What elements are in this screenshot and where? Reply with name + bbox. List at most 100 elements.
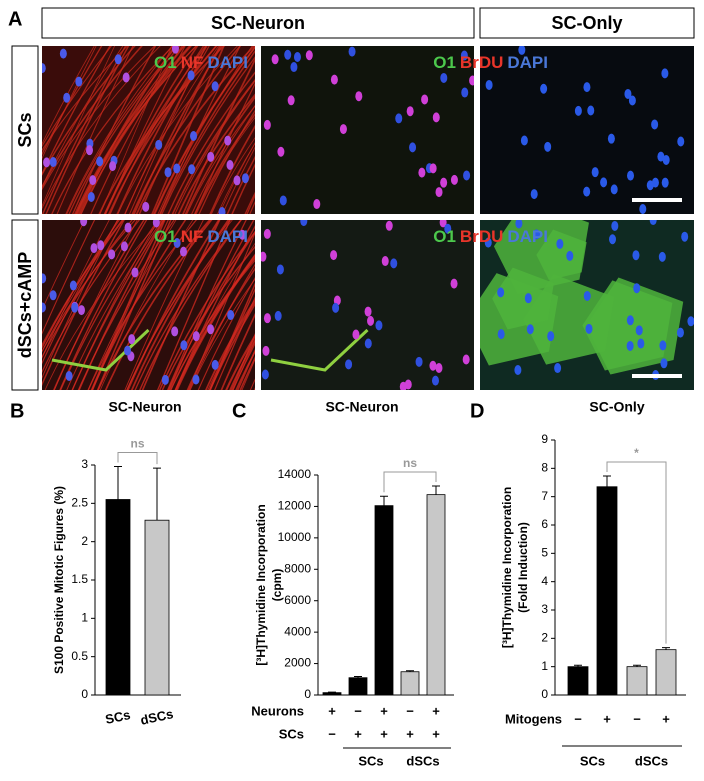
nucleus [514, 365, 521, 375]
row-label: dSCs+cAMP [15, 252, 35, 359]
nucleus [375, 320, 382, 330]
nucleus [277, 147, 284, 157]
nucleus [451, 175, 458, 185]
stain-name: O1 [154, 227, 177, 246]
nucleus [331, 75, 338, 85]
nucleus [277, 264, 284, 274]
stain-name: NF [181, 53, 204, 72]
nucleus [498, 329, 505, 339]
nucleus [633, 283, 640, 293]
nucleus [264, 229, 271, 239]
nucleus [355, 91, 362, 101]
nucleus [43, 157, 50, 167]
condition-sign: + [380, 703, 388, 718]
nucleus [172, 44, 179, 54]
nucleus [173, 163, 180, 173]
nucleus [212, 360, 219, 370]
x-tick-label: dSCs [139, 706, 175, 728]
y-tick-label: 1.5 [71, 572, 88, 586]
nucleus [540, 84, 547, 94]
nucleus [306, 50, 313, 60]
condition-sign: − [354, 703, 362, 718]
bar [106, 500, 130, 696]
condition-sign: + [432, 703, 440, 718]
nucleus [259, 252, 266, 262]
nucleus [275, 311, 282, 321]
nucleus [531, 189, 538, 199]
nucleus [171, 326, 178, 336]
nucleus [584, 291, 591, 301]
nucleus [227, 160, 234, 170]
y-tick-label: 6 [541, 517, 548, 531]
nucleus [115, 54, 122, 64]
nucleus [365, 307, 372, 317]
nucleus [264, 313, 271, 323]
nucleus [212, 81, 219, 91]
nucleus [592, 167, 599, 177]
stain-name: BrDU [460, 53, 503, 72]
nucleus [407, 106, 414, 116]
y-tick-label: 2.5 [71, 496, 88, 510]
nucleus [687, 316, 694, 326]
y-tick-label: 6000 [284, 593, 311, 607]
y-tick-label: 10000 [278, 530, 312, 544]
nucleus [70, 281, 77, 291]
nucleus [60, 49, 67, 59]
nucleus [418, 168, 425, 178]
y-tick-label: 3 [81, 457, 88, 471]
y-tick-label: 2 [541, 631, 548, 645]
panel-letter: C [232, 400, 246, 422]
nucleus [294, 52, 301, 62]
nucleus [80, 216, 87, 226]
error-bar [432, 486, 440, 495]
micrographs [2, 36, 694, 400]
nucleus [284, 50, 291, 60]
nucleus [242, 173, 249, 183]
nucleus [440, 178, 447, 188]
nucleus [430, 163, 437, 173]
nucleus [50, 157, 57, 167]
nucleus [124, 346, 131, 356]
condition-name: Neurons [251, 703, 304, 718]
y-axis-label: S100 Positive Mitotic Figures (%) [52, 486, 66, 674]
nucleus [192, 375, 199, 385]
nucleus [193, 331, 200, 341]
nucleus [97, 240, 104, 250]
nucleus [123, 73, 130, 83]
nucleus [272, 54, 279, 64]
nucleus [566, 251, 573, 261]
condition-sign: − [406, 703, 414, 718]
stain-name: DAPI [507, 227, 548, 246]
nucleus [227, 310, 234, 320]
nucleus [433, 112, 440, 122]
stain-name: O1 [433, 53, 456, 72]
nucleus [264, 120, 271, 130]
nucleus [365, 339, 372, 349]
nucleus [75, 77, 82, 87]
nucleus [313, 199, 320, 209]
nucleus [469, 76, 476, 86]
nucleus [409, 142, 416, 152]
bar [568, 667, 588, 695]
condition-sign: − [574, 711, 582, 726]
nucleus [50, 290, 57, 300]
group-label: dSCs [635, 753, 668, 768]
nucleus [651, 119, 658, 129]
nucleus [78, 305, 85, 315]
nucleus [639, 204, 646, 214]
nucleus [497, 287, 504, 297]
bar [401, 672, 419, 695]
nucleus [657, 152, 664, 162]
nucleus [39, 63, 46, 73]
nucleus [608, 134, 615, 144]
y-tick-label: 9 [541, 432, 548, 446]
nucleus [390, 258, 397, 268]
nucleus [63, 93, 70, 103]
nucleus [681, 232, 688, 242]
significance-label: * [634, 446, 639, 460]
y-tick-label: 2 [81, 534, 88, 548]
